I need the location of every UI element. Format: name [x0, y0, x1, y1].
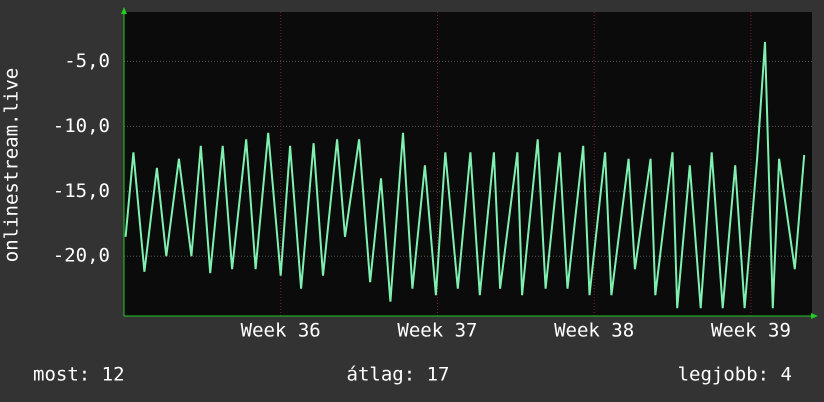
x-tick-label: Week 37: [397, 320, 477, 342]
annotation: most: 12: [33, 364, 125, 386]
line: [124, 41, 806, 309]
y-axis-label: onlinestream.live: [1, 68, 23, 262]
annotation: legjobb: 4: [678, 364, 792, 386]
annotation: átlag: 17: [347, 364, 450, 386]
x-tick-label: Week 38: [554, 320, 634, 342]
y-tick-label: -20,0: [53, 245, 110, 267]
axis-arrow: [121, 7, 127, 14]
x-tick-label: Week 39: [711, 320, 791, 342]
axis-arrow: [811, 313, 818, 319]
x-tick-label: Week 36: [241, 320, 321, 342]
y-tick-label: -5,0: [64, 50, 110, 72]
y-tick-label: -15,0: [53, 180, 110, 202]
plot-area: [124, 12, 812, 316]
y-tick-label: -10,0: [53, 115, 110, 137]
